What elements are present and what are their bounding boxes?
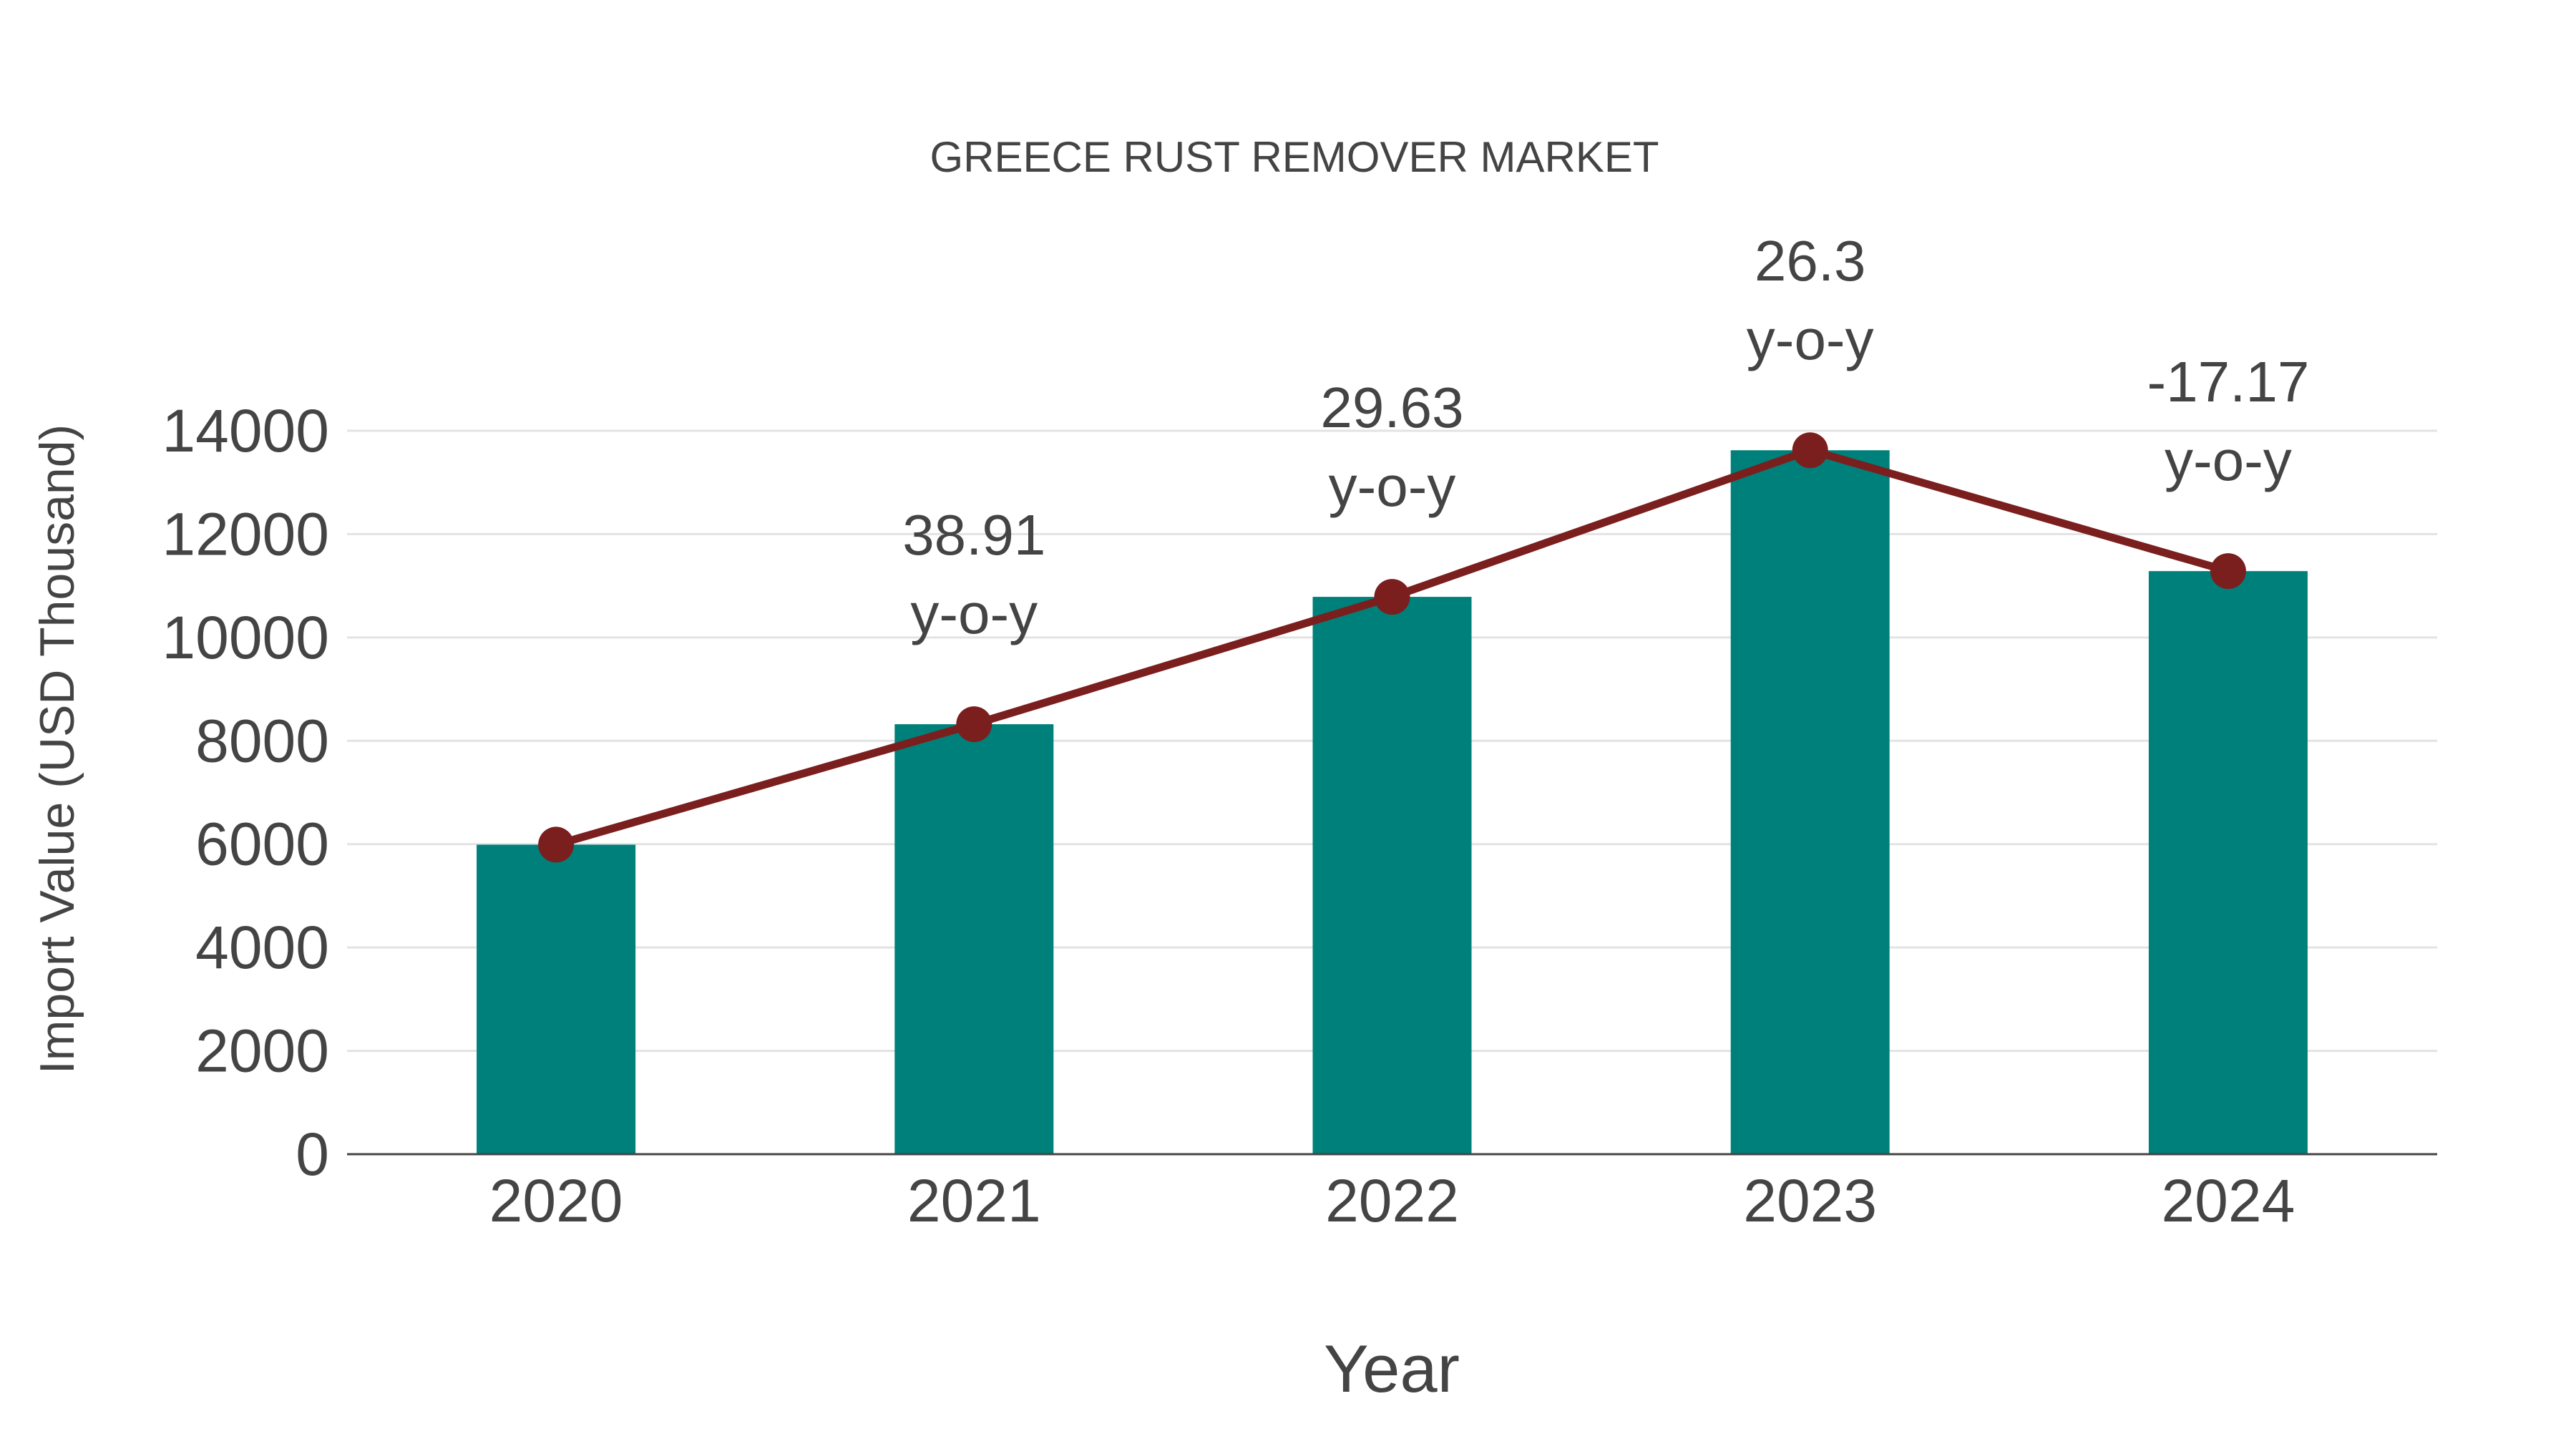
yoy-value: 29.63 [1320, 376, 1463, 439]
line-series [538, 432, 2246, 863]
y-tick-label: 4000 [195, 914, 329, 981]
yoy-label: y-o-y [1747, 308, 1874, 371]
yoy-value: -17.17 [2147, 350, 2309, 414]
yoy-value: 38.91 [902, 503, 1045, 567]
y-tick-label: 2000 [195, 1018, 329, 1085]
annotations: 38.91 y-o-y 29.63 y-o-y 26.3 y-o-y -17.17 y-o-y [902, 229, 2309, 645]
line-point-2023 [1792, 432, 1828, 469]
bar-2022 [1312, 597, 1472, 1154]
y-tick-label: 12000 [162, 500, 329, 567]
x-tick-labels: 2020 2021 2022 2023 2024 [489, 1167, 2296, 1234]
x-tick-label: 2023 [1743, 1167, 1877, 1234]
y-tick-labels: 0 2000 4000 6000 8000 10000 12000 14000 [162, 397, 329, 1188]
yoy-label: y-o-y [2165, 429, 2292, 492]
yoy-value: 26.3 [1755, 229, 1866, 293]
x-tick-label: 2021 [907, 1167, 1041, 1234]
x-tick-label: 2022 [1325, 1167, 1459, 1234]
line-point-2024 [2210, 553, 2246, 590]
y-tick-label: 6000 [195, 811, 329, 878]
x-tick-label: 2020 [489, 1167, 623, 1234]
x-tick-label: 2024 [2161, 1167, 2295, 1234]
yoy-label: y-o-y [910, 582, 1038, 645]
bars [477, 450, 2308, 1154]
line-point-2020 [538, 826, 575, 863]
y-tick-label: 0 [296, 1121, 329, 1188]
chart-title: GREECE RUST REMOVER MARKET [930, 133, 1659, 181]
x-axis-title: Year [1324, 1331, 1460, 1406]
bar-2023 [1730, 450, 1890, 1154]
bar-2021 [894, 724, 1054, 1154]
y-tick-label: 8000 [195, 707, 329, 774]
y-axis-title: Import Value (USD Thousand) [30, 424, 84, 1074]
yoy-label: y-o-y [1329, 454, 1456, 518]
bar-2024 [2148, 571, 2308, 1154]
line-point-2022 [1374, 579, 1410, 615]
y-tick-label: 10000 [162, 604, 329, 671]
bar-2020 [477, 844, 636, 1154]
line-point-2021 [956, 706, 992, 743]
y-tick-label: 14000 [162, 397, 329, 464]
